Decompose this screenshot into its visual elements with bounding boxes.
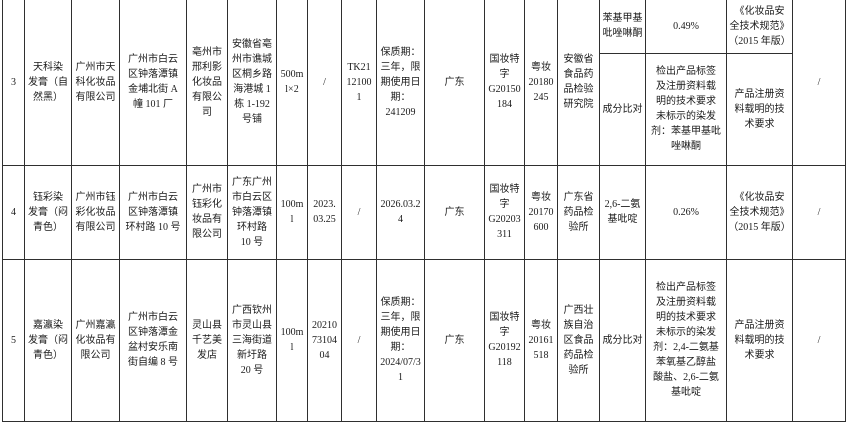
cell-expiry: 2026.03.2 4 (376, 164, 425, 260)
cell-manufacturer: 广州市天 科化妆品 有限公司 (71, 0, 120, 166)
cell-test-item: 成分比对 (599, 52, 646, 166)
cell-production-date: / (307, 0, 342, 166)
cell-judgment-basis: 《化妆品安 全技术规范》 （2015 年版） (726, 0, 793, 54)
table-row: 4 钰彩染 发膏（闷 青色） 广州市钰 彩化妆品 有限公司 广州市白云 区钟落潭… (2, 164, 846, 260)
cell-sampled-unit-address: 广东广州 市白云区 钟落潭镇 环村路 10 号 (227, 164, 277, 260)
cell-province: 广东 (424, 164, 485, 260)
cell-product-name: 钰彩染 发膏（闷 青色） (24, 164, 72, 260)
cell-expiry: 保质期： 三年，限 期使用日 期： 2024/07/3 1 (376, 258, 425, 422)
cell-sampled-unit-address: 安徽省亳 州市谯城 区桐乡路 海港城 1 栋 1-192 号铺 (227, 0, 277, 166)
cell-spec: 100m l (276, 164, 308, 260)
cell-license-no: 粤妆 20180 245 (524, 0, 558, 166)
table-row: 5 嘉瀛染 发膏（闷 青色） 广州嘉瀛 化妆品有 限公司 广州市白云 区钟落潭金… (2, 258, 846, 422)
cell-test-item: 苯基甲基 吡唑啉酮 (599, 0, 646, 54)
cell-manufacturer-address: 广州市白云 区钟落潭镇 环村路 10 号 (119, 164, 187, 260)
cell-remark: / (792, 164, 846, 260)
cell-seq-no: 4 (2, 164, 25, 260)
cell-province: 广东 (424, 0, 485, 166)
cell-test-item: 成分比对 (599, 258, 646, 422)
cell-approval-no: 国妆特 字 G20203 311 (484, 164, 525, 260)
cell-license-no: 粤妆 20161 518 (524, 258, 558, 422)
cell-product-name: 嘉瀛染 发膏（闷 青色） (24, 258, 72, 422)
cell-seq-no: 3 (2, 0, 25, 166)
cell-judgment-basis: 产品注册资 料载明的技 术要求 (726, 52, 793, 166)
cell-judgment-basis: 《化妆品安 全技术规范》 （2015 年版） (726, 164, 793, 260)
cell-batch-no: / (341, 164, 377, 260)
cell-batch-no: / (341, 258, 377, 422)
cell-testing-agency: 广东省 药品检 验所 (557, 164, 600, 260)
cell-approval-no: 国妆特 字 G20150 184 (484, 0, 525, 166)
cell-test-result: 检出产品标签 及注册资料载 明的技术要求 未标示的染发 剂：2,4-二氨基 苯氧… (645, 258, 727, 422)
cell-manufacturer-address: 广州市白云 区钟落潭镇 金埔北街 A 幢 101 厂 (119, 0, 187, 166)
cell-license-no: 粤妆 20170 600 (524, 164, 558, 260)
cell-test-item: 2,6-二氨 基吡啶 (599, 164, 646, 260)
cell-product-name: 天科染 发膏（自 然黑） (24, 0, 72, 166)
cell-expiry: 保质期： 三年，限 期使用日 期： 241209 (376, 0, 425, 166)
cell-manufacturer: 广州嘉瀛 化妆品有 限公司 (71, 258, 120, 422)
cell-test-result: 检出产品标签 及注册资料载 明的技术要求 未标示的染发 剂：苯基甲基吡 唑啉酮 (645, 52, 727, 166)
cell-seq-no: 5 (2, 258, 25, 422)
cell-remark: / (792, 258, 846, 422)
cell-province: 广东 (424, 258, 485, 422)
cell-production-date: 2023. 03.25 (307, 164, 342, 260)
table-row: 成分比对 检出产品标签 及注册资料载 明的技术要求 未标示的染发 剂：苯基甲基吡… (3, 52, 846, 166)
table-row: 3 天科染 发膏（自 然黑） 广州市天 科化妆品 有限公司 广州市白云 区钟落潭… (2, 0, 846, 166)
cell-testing-agency: 安徽省 食品药 品检验 研究院 (557, 0, 600, 166)
cell-sampled-unit-address: 广西钦州 市灵山县 三海街道 新圩路 20 号 (227, 258, 277, 422)
cell-test-result: 0.26% (645, 164, 727, 260)
cell-approval-no: 国妆特 字 G20192 118 (484, 258, 525, 422)
cell-sampled-unit: 灵山县 千艺美 发店 (186, 258, 228, 422)
cell-testing-agency: 广西壮 族自治 区食品 药品检 验所 (557, 258, 600, 422)
cell-batch-no: TK21 12100 1 (341, 0, 377, 166)
cell-test-result: 0.49% (645, 0, 727, 54)
cell-production-date: 20210 73104 04 (307, 258, 342, 422)
cell-judgment-basis: 产品注册资 料载明的技 术要求 (726, 258, 793, 422)
cell-manufacturer-address: 广州市白云 区钟落潭金 盆村安乐南 街自编 8 号 (119, 258, 187, 422)
cell-remark: / (792, 0, 846, 166)
cell-spec: 500m l×2 (276, 0, 308, 166)
cell-sampled-unit: 广州市 钰彩化 妆品有 限公司 (186, 164, 228, 260)
cell-manufacturer: 广州市钰 彩化妆品 有限公司 (71, 164, 120, 260)
cell-sampled-unit: 亳州市 邢利影 化妆品 有限公 司 (186, 0, 228, 166)
cell-spec: 100m l (276, 258, 308, 422)
